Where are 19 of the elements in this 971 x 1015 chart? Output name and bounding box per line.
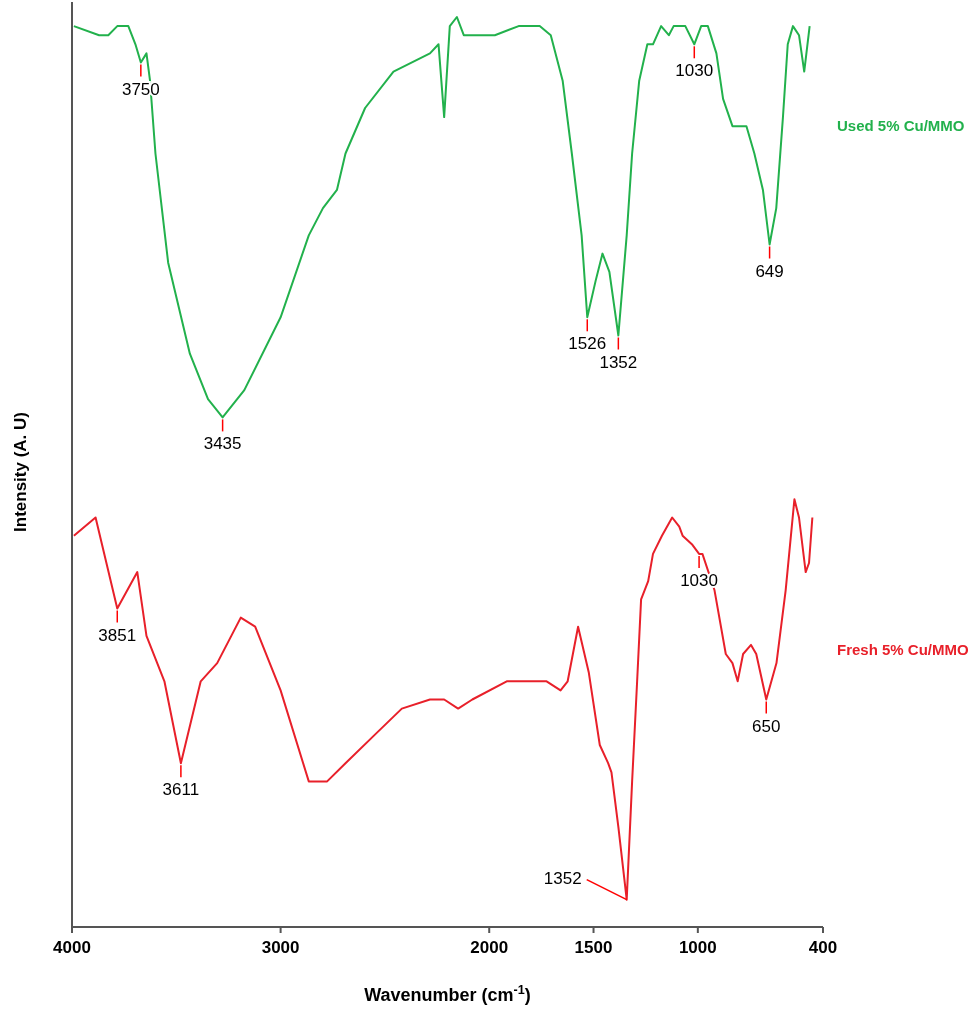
annotation: 1352 <box>543 869 582 889</box>
text: Fresh 5% Cu/MMO <box>837 641 970 659</box>
annotation: 3435 <box>203 434 242 454</box>
y-axis-title: Intensity (A. U) <box>11 412 30 532</box>
x-tick-label: 1500 <box>574 938 613 957</box>
x-tick-label: 1000 <box>678 938 717 957</box>
x-axis-title: Wavenumber (cm$^{-1}$) <box>364 983 531 1005</box>
annotation: 1526 <box>568 334 607 354</box>
x-tick-label: 3000 <box>261 938 300 957</box>
annotation: 1352 <box>599 352 638 372</box>
annotation: 650 <box>752 716 781 736</box>
annotation: 649 <box>755 261 784 281</box>
text: Used 5% Cu/MMO <box>837 116 965 134</box>
annotation: 1030 <box>675 61 714 81</box>
annotation: 3611 <box>162 780 200 800</box>
x-tick-label: 2000 <box>470 938 509 957</box>
x-tick-label: 4000 <box>53 938 91 957</box>
x-tick-label: 400 <box>808 938 838 957</box>
annotation: 3851 <box>98 625 137 645</box>
